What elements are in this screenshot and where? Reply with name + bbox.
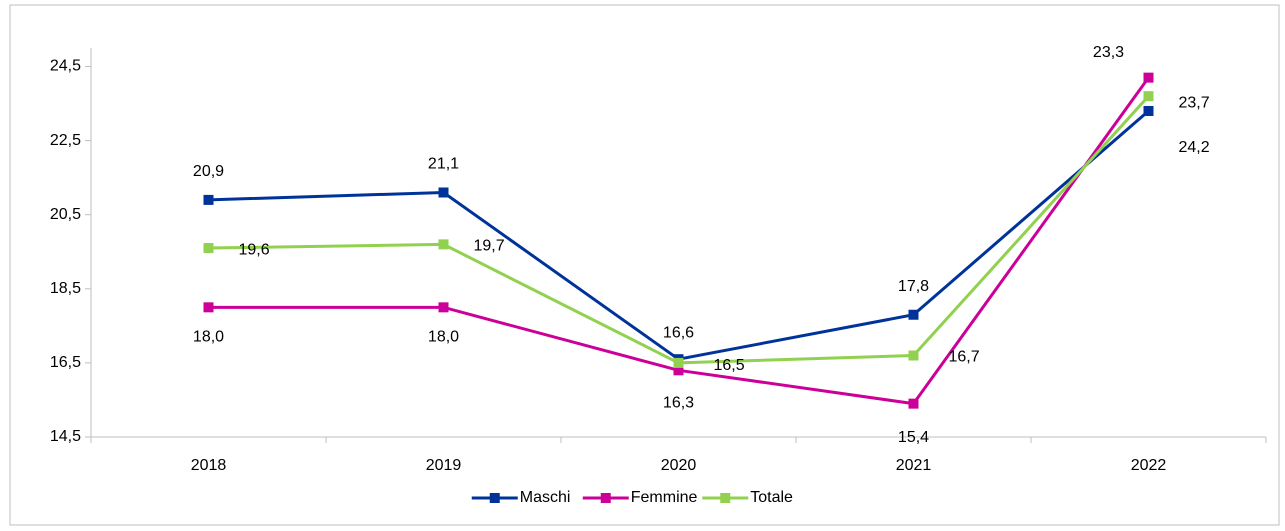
y-tick-label: 16,5 [50,354,81,371]
x-tick-label: 2018 [191,457,227,474]
legend-label: Totale [750,489,793,506]
legend-marker [600,493,611,503]
x-tick-label: 2019 [426,457,462,474]
data-point [438,239,449,250]
data-label: 23,3 [1093,44,1124,61]
legend-item: Totale [702,489,793,506]
data-point [1143,91,1154,102]
x-tick-label: 2020 [661,457,697,474]
data-label: 21,1 [428,156,459,173]
legend-label: Femmine [631,489,698,506]
data-point [1143,72,1154,83]
legend-marker [489,493,500,503]
data-point [438,302,449,313]
data-label: 19,7 [474,238,505,255]
data-point [203,302,214,313]
data-point [203,194,214,205]
data-label: 15,4 [898,429,929,446]
data-point [673,365,684,376]
y-tick-label: 18,5 [50,280,81,297]
y-tick-label: 14,5 [50,428,81,445]
data-label: 19,6 [239,241,270,258]
y-tick-label: 20,5 [50,206,81,223]
chart-border [9,4,1280,526]
data-label: 16,6 [663,324,694,341]
data-point [203,243,214,254]
data-point [438,187,449,198]
data-label: 17,8 [898,278,929,295]
x-tick-label: 2021 [896,457,932,474]
data-label: 16,3 [663,395,694,412]
legend-item: Maschi [471,489,571,506]
data-label: 23,7 [1179,94,1210,111]
data-label: 18,0 [193,329,224,346]
data-point [908,350,919,361]
data-point [908,398,919,409]
legend-marker [720,493,731,503]
data-label: 16,7 [949,349,980,366]
data-label: 24,2 [1179,139,1210,156]
data-point [908,309,919,320]
y-tick-label: 22,5 [50,132,81,149]
data-label: 20,9 [193,163,224,180]
legend-label: Maschi [520,489,571,506]
legend-item: Femmine [582,489,698,506]
y-tick-label: 24,5 [50,58,81,75]
data-point [1143,105,1154,116]
data-label: 18,0 [428,329,459,346]
x-tick-label: 2022 [1131,457,1167,474]
data-label: 16,5 [714,357,745,374]
data-point [673,357,684,368]
